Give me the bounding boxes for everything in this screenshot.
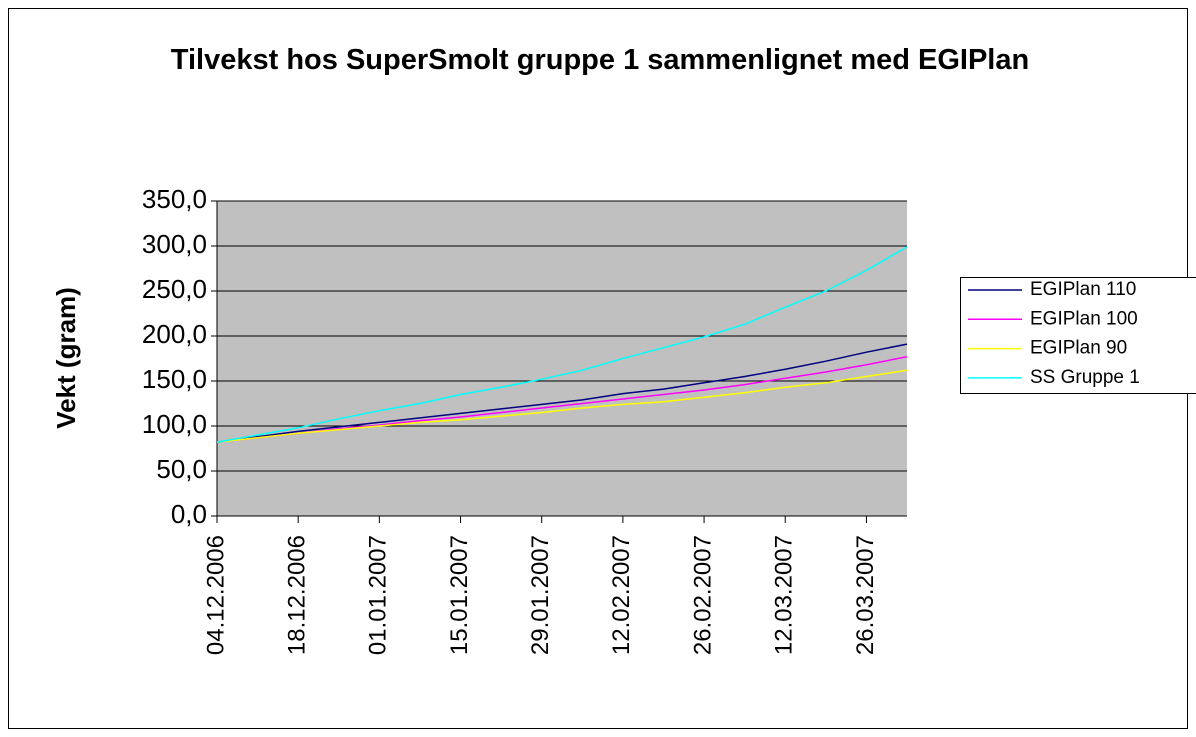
legend-label: EGIPlan 100 (1030, 308, 1138, 329)
legend-box (960, 277, 1196, 394)
x-tick-label: 04.12.2006 (202, 535, 229, 655)
y-tick-label: 350,0 (142, 184, 207, 214)
x-tick-label: 12.03.2007 (771, 535, 798, 655)
plot-area (217, 201, 907, 516)
x-tick-label: 26.02.2007 (689, 535, 716, 655)
legend-label: SS Gruppe 1 (1030, 367, 1140, 388)
series-line (216, 343, 908, 443)
x-tick-label: 15.01.2007 (446, 535, 473, 655)
y-tick-label: 150,0 (142, 364, 207, 394)
x-tick-label: 01.01.2007 (365, 535, 392, 655)
y-tick-label: 50,0 (156, 454, 207, 484)
y-axis-label: Vekt (gram) (51, 287, 81, 429)
legend-label: EGIPlan 110 (1030, 279, 1136, 300)
y-tick-label: 200,0 (142, 319, 207, 349)
chart-title: Tilvekst hos SuperSmolt gruppe 1 sammenl… (170, 44, 1030, 76)
y-tick-label: 250,0 (142, 274, 207, 304)
x-tick-label: 18.12.2006 (284, 535, 311, 655)
y-tick-label: 100,0 (142, 409, 207, 439)
series-line (216, 369, 908, 443)
legend-label: EGIPlan 90 (1030, 338, 1127, 359)
x-tick-label: 26.03.2007 (852, 535, 879, 655)
x-tick-label: 12.02.2007 (608, 535, 635, 655)
y-tick-label: 300,0 (142, 229, 207, 259)
y-tick-label: 0,0 (171, 499, 207, 529)
x-tick-label: 29.01.2007 (527, 535, 554, 655)
series-line (216, 246, 908, 443)
